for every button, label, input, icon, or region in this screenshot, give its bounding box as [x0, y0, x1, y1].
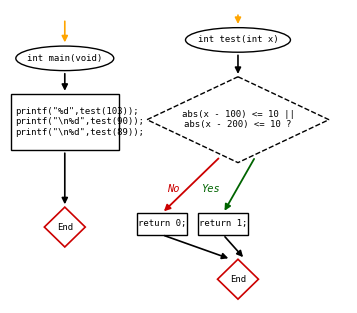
Text: return 0;: return 0; — [138, 219, 186, 228]
Text: return 1;: return 1; — [199, 219, 247, 228]
Text: int main(void): int main(void) — [27, 54, 102, 63]
FancyBboxPatch shape — [11, 94, 119, 150]
FancyBboxPatch shape — [136, 213, 187, 235]
Text: No: No — [167, 184, 180, 194]
Text: End: End — [230, 275, 246, 284]
Text: int test(int x): int test(int x) — [198, 35, 278, 44]
Polygon shape — [147, 77, 329, 163]
Text: End: End — [57, 223, 73, 232]
Polygon shape — [217, 259, 258, 299]
Ellipse shape — [16, 46, 114, 71]
FancyBboxPatch shape — [198, 213, 248, 235]
Text: printf("%d",test(103));
printf("\n%d",test(90));
printf("\n%d",test(89));: printf("%d",test(103)); printf("\n%d",te… — [15, 107, 144, 137]
Text: abs(x - 100) <= 10 ||
abs(x - 200) <= 10 ?: abs(x - 100) <= 10 || abs(x - 200) <= 10… — [182, 110, 295, 129]
Ellipse shape — [186, 28, 291, 52]
Text: Yes: Yes — [201, 184, 219, 194]
Polygon shape — [44, 207, 85, 247]
